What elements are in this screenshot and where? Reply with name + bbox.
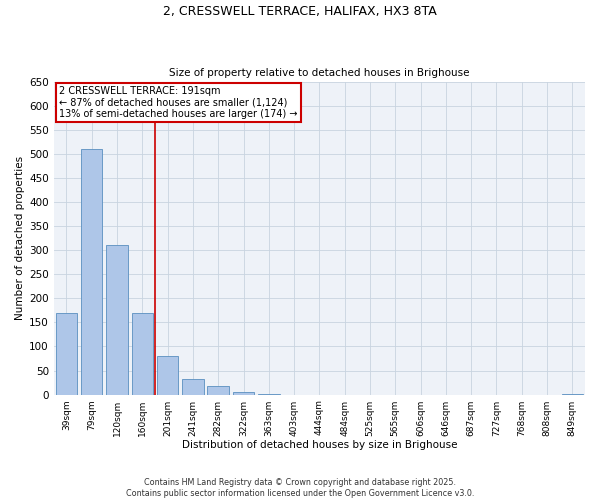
Text: 2 CRESSWELL TERRACE: 191sqm
← 87% of detached houses are smaller (1,124)
13% of : 2 CRESSWELL TERRACE: 191sqm ← 87% of det… <box>59 86 298 120</box>
Bar <box>157 356 178 395</box>
Bar <box>131 312 153 394</box>
Title: Size of property relative to detached houses in Brighouse: Size of property relative to detached ho… <box>169 68 470 78</box>
Bar <box>208 386 229 394</box>
Bar <box>106 246 128 394</box>
Y-axis label: Number of detached properties: Number of detached properties <box>15 156 25 320</box>
Bar <box>233 392 254 394</box>
Text: Contains HM Land Registry data © Crown copyright and database right 2025.
Contai: Contains HM Land Registry data © Crown c… <box>126 478 474 498</box>
Bar <box>56 312 77 394</box>
Text: 2, CRESSWELL TERRACE, HALIFAX, HX3 8TA: 2, CRESSWELL TERRACE, HALIFAX, HX3 8TA <box>163 5 437 18</box>
Bar <box>81 149 103 394</box>
X-axis label: Distribution of detached houses by size in Brighouse: Distribution of detached houses by size … <box>182 440 457 450</box>
Bar <box>182 379 203 394</box>
